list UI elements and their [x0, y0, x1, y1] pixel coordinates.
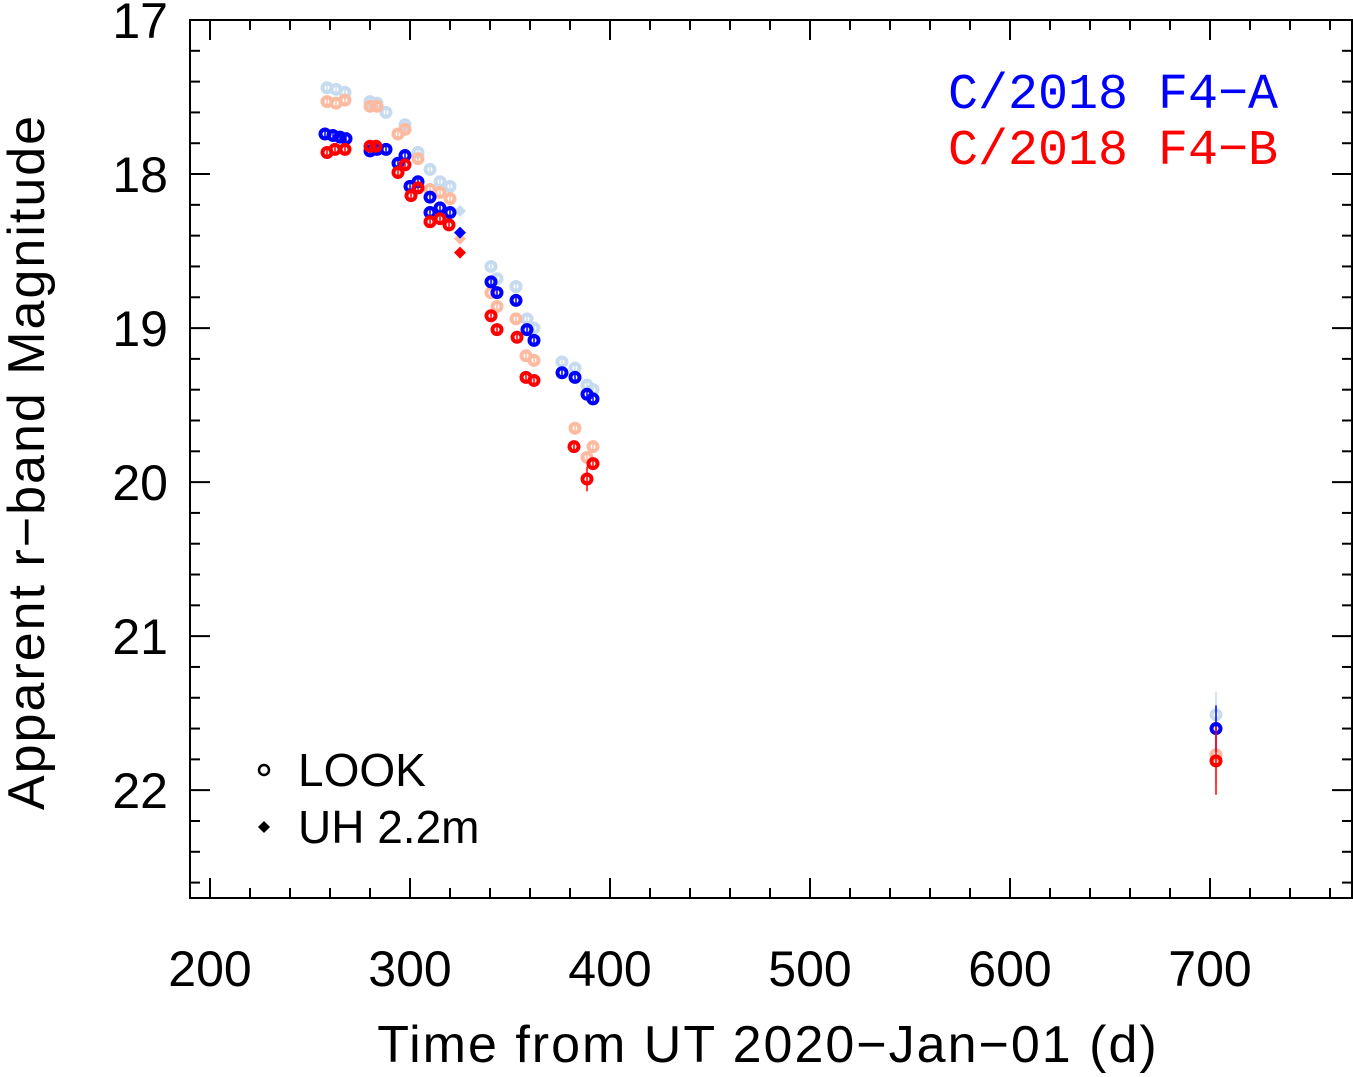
- legend-uh: UH 2.2m: [298, 801, 479, 853]
- y-tick-label: 20: [112, 455, 168, 511]
- look-point: [433, 186, 447, 200]
- look-point: [520, 323, 534, 337]
- look-point: [338, 142, 352, 156]
- look-point: [411, 181, 425, 195]
- look-point: [509, 312, 523, 326]
- look-point: [404, 189, 418, 203]
- look-point: [411, 152, 425, 166]
- look-point: [555, 366, 569, 380]
- axis-ticks: [190, 19, 1352, 898]
- look-point: [363, 139, 377, 153]
- look-point: [484, 275, 498, 289]
- look-point: [1209, 754, 1223, 768]
- y-tick-label: 19: [112, 301, 168, 357]
- look-point: [490, 286, 504, 300]
- look-point: [484, 309, 498, 323]
- x-tick-label: 200: [168, 941, 251, 997]
- look-point: [490, 300, 504, 314]
- uh-point: [454, 205, 466, 218]
- y-axis-title: Apparent r−band Magnitude: [0, 114, 56, 810]
- legend-series-a: C/2018 F4−A: [948, 67, 1278, 124]
- look-point: [443, 206, 457, 220]
- look-point: [527, 353, 541, 367]
- uh-point: [454, 226, 466, 239]
- look-point: [433, 212, 447, 226]
- look-point: [510, 330, 524, 344]
- look-point: [369, 139, 383, 153]
- look-point: [423, 162, 437, 176]
- look-point: [379, 105, 393, 119]
- look-point: [567, 440, 581, 454]
- legend-series-b: C/2018 F4−B: [948, 123, 1278, 180]
- look-point: [443, 179, 457, 193]
- y-tick-label: 21: [112, 609, 168, 665]
- look-point: [370, 99, 384, 113]
- look-point: [338, 93, 352, 107]
- x-tick-label: 300: [368, 941, 451, 997]
- look-point: [398, 158, 412, 172]
- series-c-2018-f4-a-light-: [320, 81, 1223, 738]
- x-axis-title: Time from UT 2020−Jan−01 (d): [377, 1016, 1158, 1074]
- look-point: [391, 165, 405, 179]
- look-point: [527, 373, 541, 387]
- y-tick-label: 18: [112, 147, 168, 203]
- y-tick-label: 22: [112, 763, 168, 819]
- look-point: [509, 293, 523, 307]
- series-c-2018-f4-b-light-: [320, 93, 1223, 786]
- series-c-2018-f4-a: [318, 127, 1223, 752]
- look-point: [490, 323, 504, 337]
- look-point: [580, 472, 594, 486]
- look-point: [443, 192, 457, 206]
- x-tick-label: 500: [768, 941, 851, 997]
- y-tick-label: 17: [112, 0, 168, 49]
- look-point: [442, 218, 456, 232]
- look-point: [509, 279, 523, 293]
- x-tick-label: 600: [968, 941, 1051, 997]
- series-c-2018-f4-b: [320, 139, 1223, 795]
- look-point: [568, 370, 582, 384]
- x-tick-label: 400: [568, 941, 651, 997]
- legend-diamond-marker: [258, 821, 270, 833]
- look-point: [333, 130, 347, 144]
- look-point: [568, 421, 582, 435]
- tick-labels: 200 300 400 500 600 700 17 18 19 20 21 22: [112, 0, 1251, 997]
- look-point: [423, 190, 437, 204]
- uh-point: [454, 232, 466, 245]
- look-point: [586, 440, 600, 454]
- legend-look: LOOK: [298, 744, 426, 796]
- data-marks: [318, 81, 1223, 795]
- uh-point: [454, 246, 466, 259]
- look-point: [527, 333, 541, 347]
- look-point: [398, 122, 412, 136]
- look-point: [484, 259, 498, 273]
- look-point: [586, 392, 600, 406]
- look-point: [586, 457, 600, 471]
- legend-circle-marker: [257, 763, 271, 777]
- x-tick-label: 700: [1168, 941, 1251, 997]
